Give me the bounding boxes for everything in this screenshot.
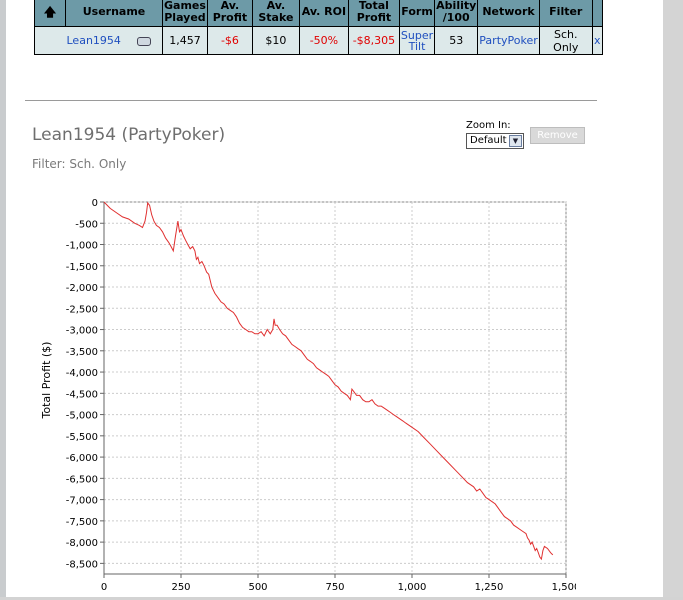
header-username[interactable]: Username xyxy=(65,0,163,27)
y-axis-label: Total Profit ($) xyxy=(40,342,53,420)
header-remove xyxy=(591,0,603,27)
window-left-border xyxy=(0,0,6,597)
y-tick-label: -1,500 xyxy=(66,262,98,273)
header-ability[interactable]: Ability/100 xyxy=(434,0,479,27)
y-tick-label: -2,500 xyxy=(66,304,98,315)
up-arrow-icon[interactable]: 🡅 xyxy=(43,4,57,19)
av-roi-cell: -50% xyxy=(298,26,349,55)
profit-chart: 0 -500 -1,000 -1,500 -2,000 -2,500 -3,000 -3,50… xyxy=(40,198,576,593)
table-header-row: 🡅 Username Games Played Av. Profit Av. Stak… xyxy=(34,0,603,27)
x-tick-label: 1,500 xyxy=(552,582,576,593)
y-axis: 0 -500 -1,000 -1,500 -2,000 -2,500 -3,000 -3,50… xyxy=(66,198,105,574)
player-stats-table: 🡅 Username Games Played Av. Profit Av. Stak… xyxy=(34,0,603,55)
username-link[interactable]: Lean1954 xyxy=(66,34,121,47)
zoom-label: Zoom In: xyxy=(466,120,511,131)
ability-cell: 53 xyxy=(434,26,479,55)
x-tick-label: 500 xyxy=(248,582,267,593)
remove-button[interactable]: Remove xyxy=(530,127,585,144)
username-cell: Lean1954 xyxy=(65,26,163,55)
header-games-played[interactable]: Games Played xyxy=(162,0,208,27)
header-av-profit[interactable]: Av. Profit xyxy=(206,0,253,27)
x-axis: 0 250 500 750 1,000 1,250 1,500 xyxy=(101,573,576,593)
header-filter[interactable]: Filter xyxy=(538,0,593,27)
y-tick-label: -6,500 xyxy=(66,474,98,485)
x-tick-label: 250 xyxy=(171,582,190,593)
form-link[interactable]: Super Tilt xyxy=(398,26,436,55)
av-stake-cell: $10 xyxy=(251,26,300,55)
player-note-icon[interactable] xyxy=(136,36,151,46)
x-tick-label: 1,250 xyxy=(475,582,504,593)
y-tick-label: -3,500 xyxy=(66,347,98,358)
chart-grid xyxy=(103,201,567,575)
y-tick-label: -8,500 xyxy=(66,559,98,570)
y-tick-label: -7,500 xyxy=(66,517,98,528)
y-tick-label: -4,000 xyxy=(66,368,98,379)
y-tick-label: -7,000 xyxy=(66,496,98,507)
graph-filter-text: Filter: Sch. Only xyxy=(32,157,127,171)
header-network[interactable]: Network xyxy=(477,0,540,27)
header-total-profit[interactable]: Total Profit xyxy=(347,0,400,27)
x-tick-label: 0 xyxy=(101,582,107,593)
header-form[interactable]: Form xyxy=(398,0,436,27)
y-tick-label: -5,500 xyxy=(66,432,98,443)
network-link[interactable]: PartyPoker xyxy=(477,26,540,55)
sort-header[interactable]: 🡅 xyxy=(34,0,66,27)
total-profit-cell: -$8,305 xyxy=(347,26,400,55)
y-tick-label: 0 xyxy=(92,198,98,209)
x-tick-label: 750 xyxy=(325,582,344,593)
page-content: 🡅 Username Games Played Av. Profit Av. Stak… xyxy=(6,0,611,597)
y-tick-label: -6,000 xyxy=(66,453,98,464)
table-row: Lean1954 1,457 -$6 $10 -50% -$8,305 Supe… xyxy=(34,26,603,55)
header-av-stake[interactable]: Av. Stake xyxy=(251,0,300,27)
x-tick-label: 1,000 xyxy=(398,582,427,593)
y-tick-label: -3,000 xyxy=(66,326,98,337)
page-right-margin xyxy=(611,0,663,597)
y-tick-label: -2,000 xyxy=(66,283,98,294)
remove-row-link[interactable]: x xyxy=(591,26,603,55)
av-profit-cell: -$6 xyxy=(206,26,253,55)
y-tick-label: -1,000 xyxy=(66,241,98,252)
chevron-down-icon[interactable]: ▼ xyxy=(509,135,522,147)
games-played-cell: 1,457 xyxy=(162,26,208,55)
y-tick-label: -8,000 xyxy=(66,538,98,549)
total-profit-line xyxy=(103,201,554,561)
zoom-select[interactable]: Default ▼ xyxy=(466,133,524,149)
zoom-select-value: Default xyxy=(470,135,507,146)
filter-cell: Sch. Only xyxy=(538,26,593,55)
chart-series xyxy=(103,201,554,561)
y-tick-label: -500 xyxy=(75,219,98,230)
section-divider xyxy=(25,100,597,101)
y-tick-label: -5,000 xyxy=(66,411,98,422)
window-right-border xyxy=(663,0,683,597)
graph-title: Lean1954 (PartyPoker) xyxy=(32,125,226,145)
row-spacer-cell xyxy=(34,26,66,55)
header-av-roi[interactable]: Av. ROI xyxy=(298,0,349,27)
y-tick-label: -4,500 xyxy=(66,389,98,400)
